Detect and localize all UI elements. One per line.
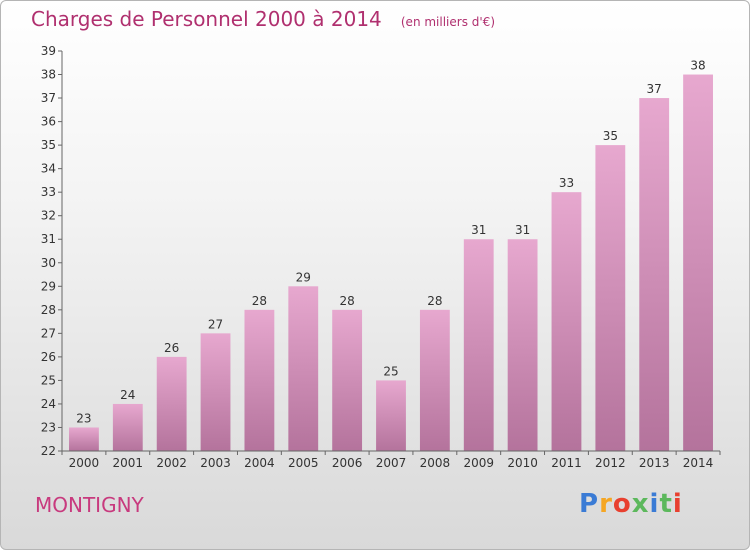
proxiti-logo[interactable]: Proxiti	[579, 489, 683, 519]
bar-value-label: 31	[471, 223, 486, 237]
x-tick-label: 2004	[244, 456, 275, 470]
y-tick-label: 30	[41, 256, 56, 270]
y-tick-label: 38	[41, 68, 56, 82]
logo-letter: r	[599, 489, 613, 519]
bar	[69, 427, 99, 451]
y-tick-label: 33	[41, 185, 56, 199]
x-tick-label: 2008	[420, 456, 451, 470]
y-tick-label: 37	[41, 91, 56, 105]
bar	[463, 239, 494, 451]
bar	[288, 286, 319, 451]
bar-value-label: 28	[252, 294, 267, 308]
logo-letter: i	[649, 489, 660, 519]
x-tick-label: 2001	[113, 456, 144, 470]
bar	[507, 239, 538, 451]
bar-value-label: 28	[339, 294, 354, 308]
logo-letter: P	[579, 489, 600, 519]
logo-letter: x	[631, 489, 650, 519]
chart-unit: (en milliers d'€)	[400, 15, 495, 29]
bar-value-label: 33	[559, 176, 574, 190]
x-tick-label: 2011	[551, 456, 582, 470]
bar-value-label: 31	[515, 223, 530, 237]
bar-value-label: 23	[76, 411, 91, 425]
bar	[332, 309, 363, 451]
x-tick-label: 2007	[376, 456, 407, 470]
bar	[156, 356, 187, 451]
y-tick-label: 39	[41, 44, 56, 58]
x-tick-label: 2006	[332, 456, 363, 470]
commune-name: MONTIGNY	[35, 493, 144, 517]
bar	[551, 192, 582, 452]
x-tick-label: 2012	[595, 456, 626, 470]
bar	[244, 309, 275, 451]
x-tick-label: 2005	[288, 456, 319, 470]
bar-value-label: 27	[208, 317, 223, 331]
bar	[200, 333, 231, 451]
bar-value-label: 24	[120, 388, 135, 402]
y-tick-label: 36	[41, 115, 56, 129]
x-tick-label: 2013	[639, 456, 670, 470]
bar	[639, 98, 670, 451]
y-axis: 22 23 24 25 26 27 28 29 30 31 32 33 34 35 36 37 38 39	[41, 44, 63, 458]
bar-value-label: 28	[427, 294, 442, 308]
y-tick-label: 28	[41, 303, 56, 317]
y-tick-label: 22	[41, 444, 56, 458]
bar-value-label: 25	[383, 364, 398, 378]
bar	[683, 74, 713, 451]
y-tick-label: 29	[41, 279, 56, 293]
y-tick-label: 32	[41, 209, 56, 223]
x-tick-label: 2003	[200, 456, 231, 470]
bar	[419, 309, 450, 451]
bars: 23 24 26 27 28 29 28 25 28 31 31 33 35 37 38	[69, 59, 713, 452]
y-tick-label: 24	[41, 397, 56, 411]
bar	[595, 145, 626, 451]
bar-value-label: 26	[164, 341, 179, 355]
bar-value-label: 37	[647, 82, 662, 96]
y-tick-label: 25	[41, 373, 56, 387]
bar-value-label: 29	[296, 270, 311, 284]
bar	[112, 403, 143, 451]
logo-letter: t	[659, 489, 673, 519]
y-tick-label: 34	[41, 162, 56, 176]
x-tick-label: 2002	[156, 456, 187, 470]
y-tick-label: 31	[41, 232, 56, 246]
bar-value-label: 35	[603, 129, 618, 143]
x-tick-label: 2010	[507, 456, 538, 470]
bar-value-label: 38	[690, 59, 705, 73]
y-tick-label: 35	[41, 138, 56, 152]
x-tick-label: 2009	[463, 456, 494, 470]
y-tick-label: 26	[41, 350, 56, 364]
y-tick-label: 27	[41, 326, 56, 340]
x-axis: 2000 2001 2002 2003 2004 2005 2006 2007 2008 2009…	[61, 450, 721, 470]
logo-letter: i	[672, 489, 683, 519]
x-tick-label: 2000	[69, 456, 100, 470]
chart-title: Charges de Personnel 2000 à 2014	[31, 7, 382, 31]
y-tick-label: 23	[41, 420, 56, 434]
x-tick-label: 2014	[683, 456, 714, 470]
logo-letter: o	[612, 489, 632, 519]
bar	[376, 380, 406, 451]
title-row: Charges de Personnel 2000 à 2014 (en mil…	[31, 7, 495, 31]
